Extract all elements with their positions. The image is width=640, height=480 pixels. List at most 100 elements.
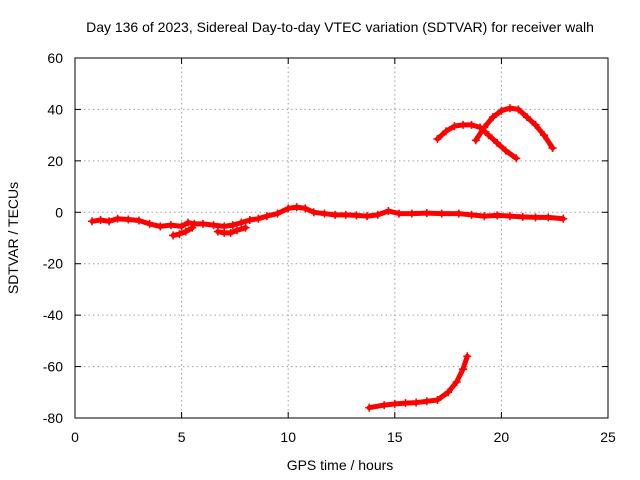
x-tick-label: 10 [280, 429, 296, 445]
x-tick-label: 0 [71, 429, 79, 445]
y-tick-label: -80 [43, 410, 63, 426]
data-point [237, 218, 246, 227]
data-point [145, 219, 154, 228]
data-point [463, 352, 472, 361]
data-point [284, 204, 293, 213]
data-point [480, 123, 489, 132]
data-point [373, 210, 382, 219]
y-tick-label: 20 [47, 153, 63, 169]
data-point [390, 399, 399, 408]
data-point [262, 212, 271, 221]
data-point [459, 120, 468, 129]
data-point [548, 144, 557, 152]
y-tick-label: -20 [43, 256, 63, 272]
data-point [365, 403, 374, 412]
data-point [254, 214, 263, 223]
data-point [292, 203, 301, 212]
x-tick-label: 25 [600, 429, 616, 445]
data-point [505, 212, 514, 221]
data-point [209, 221, 218, 230]
series-line-arc-a [434, 122, 519, 161]
data-point [493, 138, 502, 147]
data-point [401, 399, 410, 408]
data-point [512, 154, 521, 163]
data-point [213, 227, 222, 236]
series-line-main [89, 204, 566, 229]
data-point [452, 378, 461, 386]
data-point [505, 104, 514, 113]
data-point [88, 217, 97, 226]
data-point [437, 209, 446, 218]
data-point [177, 222, 186, 231]
data-point [320, 209, 329, 218]
data-point [134, 216, 143, 225]
data-point [422, 397, 431, 406]
data-point [450, 122, 459, 131]
data-point [484, 131, 493, 140]
y-tick-label: 40 [47, 101, 63, 117]
y-tick-label: 0 [55, 204, 63, 220]
data-point [422, 209, 431, 218]
data-point [471, 136, 480, 145]
x-tick-label: 5 [178, 429, 186, 445]
data-point [124, 215, 133, 224]
data-point [105, 217, 114, 226]
y-axis-label: SDTVAR / TECUs [5, 182, 21, 294]
series-line-arc-b [473, 105, 556, 151]
y-tick-label: -40 [43, 307, 63, 323]
data-point [544, 213, 553, 222]
data-point [245, 216, 254, 224]
data-point [188, 223, 197, 232]
data-point [559, 214, 568, 223]
data-point [501, 146, 510, 155]
data-point [384, 207, 393, 215]
data-point [309, 208, 318, 217]
x-axis-label: GPS time / hours [287, 457, 394, 473]
data-point [444, 388, 453, 397]
data-point [497, 106, 506, 115]
data-point [433, 135, 442, 143]
data-point [380, 401, 389, 410]
data-point [412, 398, 421, 407]
data-point [301, 204, 310, 213]
data-point [454, 209, 463, 218]
data-point [198, 219, 207, 228]
series-line-rising [366, 353, 470, 411]
data-point [467, 120, 476, 129]
data-point [514, 105, 523, 114]
data-point [166, 221, 175, 230]
data-point [241, 223, 250, 232]
x-tick-label: 15 [387, 429, 403, 445]
plot-frame [74, 57, 609, 419]
data-point [113, 214, 122, 223]
data-point [169, 231, 178, 240]
grid-lines [75, 58, 608, 418]
data-point [363, 212, 372, 221]
data-point [433, 396, 442, 404]
data-point [352, 211, 361, 220]
chart-title: Day 136 of 2023, Sidereal Day-to-day VTE… [86, 19, 594, 35]
data-series [88, 104, 568, 412]
data-point [181, 227, 190, 236]
data-point [228, 221, 237, 230]
data-point [395, 209, 404, 218]
data-point [407, 209, 416, 218]
axis-ticks: 0 5 10 15 20 25 -80 -60 -40 -20 0 20 40 60 [43, 50, 616, 445]
data-point [531, 120, 540, 129]
data-point [233, 226, 242, 235]
y-tick-label: -60 [43, 359, 63, 375]
data-point [331, 210, 340, 219]
data-point [522, 113, 531, 122]
data-point [156, 222, 165, 231]
data-point [459, 365, 468, 374]
x-tick-label: 20 [494, 429, 510, 445]
data-point [96, 216, 105, 224]
data-point [341, 210, 350, 219]
data-point [531, 213, 540, 222]
data-point [467, 210, 476, 219]
data-point [480, 212, 489, 221]
data-point [226, 228, 235, 237]
data-point [273, 209, 282, 218]
y-tick-label: 60 [47, 50, 63, 66]
